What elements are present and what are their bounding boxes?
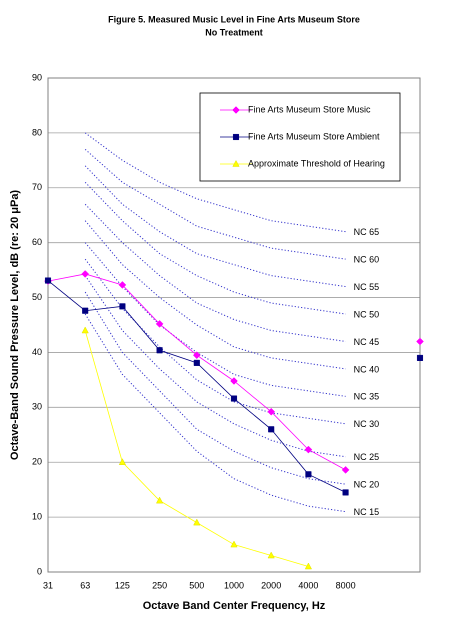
marker xyxy=(81,270,90,278)
y-axis-label: Octave-Band Sound Pressure Level, dB (re… xyxy=(9,190,21,461)
marker xyxy=(118,281,127,289)
legend-label: Approximate Threshold of Hearing xyxy=(248,158,385,168)
marker xyxy=(230,377,238,385)
marker xyxy=(416,354,424,361)
y-tick-label: 0 xyxy=(37,566,42,576)
x-tick-label: 4000 xyxy=(298,580,318,590)
nc-curve xyxy=(84,291,346,485)
y-tick-label: 80 xyxy=(32,127,42,137)
marker xyxy=(267,407,276,416)
marker xyxy=(304,445,313,454)
nc-curve xyxy=(84,258,346,425)
nc-label: NC 50 xyxy=(354,309,380,319)
nc-curve xyxy=(84,313,346,513)
marker xyxy=(119,303,126,310)
nc-label: NC 30 xyxy=(354,419,380,429)
x-tick-label: 500 xyxy=(189,580,204,590)
marker xyxy=(267,551,275,559)
marker xyxy=(304,562,313,570)
y-tick-label: 10 xyxy=(32,511,42,521)
x-tick-label: 8000 xyxy=(336,580,356,590)
nc-label: NC 60 xyxy=(354,255,380,265)
marker xyxy=(230,395,238,402)
marker xyxy=(342,489,349,496)
x-tick-label: 125 xyxy=(115,580,130,590)
marker xyxy=(118,458,127,465)
x-tick-label: 2000 xyxy=(261,580,281,590)
marker xyxy=(230,540,238,548)
nc-curve xyxy=(84,242,346,397)
marker xyxy=(193,518,201,526)
marker xyxy=(232,106,240,114)
marker xyxy=(193,359,200,366)
marker xyxy=(155,496,164,504)
marker xyxy=(305,471,312,478)
marker xyxy=(82,307,89,314)
marker xyxy=(155,320,164,328)
nc-label: NC 65 xyxy=(354,227,380,237)
marker xyxy=(416,337,424,346)
marker xyxy=(81,326,89,334)
legend-label: Fine Arts Museum Store Music xyxy=(248,104,371,114)
nc-label: NC 25 xyxy=(354,452,380,462)
legend-label: Fine Arts Museum Store Ambient xyxy=(248,131,380,141)
x-axis-label: Octave Band Center Frequency, Hz xyxy=(143,600,326,612)
marker xyxy=(341,466,350,474)
y-tick-label: 50 xyxy=(32,292,42,302)
y-tick-label: 70 xyxy=(32,182,42,192)
marker xyxy=(44,277,52,284)
y-tick-label: 90 xyxy=(32,72,42,82)
nc-curve xyxy=(84,165,346,288)
nc-label: NC 15 xyxy=(354,507,380,517)
chart-subtitle: No Treatment xyxy=(205,27,263,37)
nc-label: NC 35 xyxy=(354,392,380,402)
legend: Fine Arts Museum Store Music Fine Arts Mu… xyxy=(199,92,401,182)
y-tick-label: 40 xyxy=(32,347,42,357)
x-tick-label: 63 xyxy=(80,580,90,590)
marker xyxy=(156,347,163,354)
y-tick-label: 60 xyxy=(32,237,42,247)
nc-label: NC 20 xyxy=(354,480,380,490)
marker xyxy=(232,159,240,167)
marker xyxy=(268,426,275,433)
marker xyxy=(192,351,201,360)
chart-title: Figure 5. Measured Music Level in Fine A… xyxy=(108,14,360,24)
nc-curve xyxy=(84,275,346,458)
y-tick-label: 30 xyxy=(32,402,42,412)
x-tick-label: 250 xyxy=(152,580,167,590)
x-tick-label: 31 xyxy=(43,580,53,590)
y-tick-label: 20 xyxy=(32,457,42,467)
nc-curve xyxy=(84,203,346,342)
nc-label: NC 45 xyxy=(354,337,380,347)
marker xyxy=(232,133,240,141)
nc-label: NC 55 xyxy=(354,282,380,292)
nc-label: NC 40 xyxy=(354,364,380,374)
nc-curve xyxy=(84,220,346,370)
plot-frame xyxy=(47,77,421,573)
nc-curve xyxy=(84,181,346,315)
x-tick-label: 1000 xyxy=(224,580,244,590)
